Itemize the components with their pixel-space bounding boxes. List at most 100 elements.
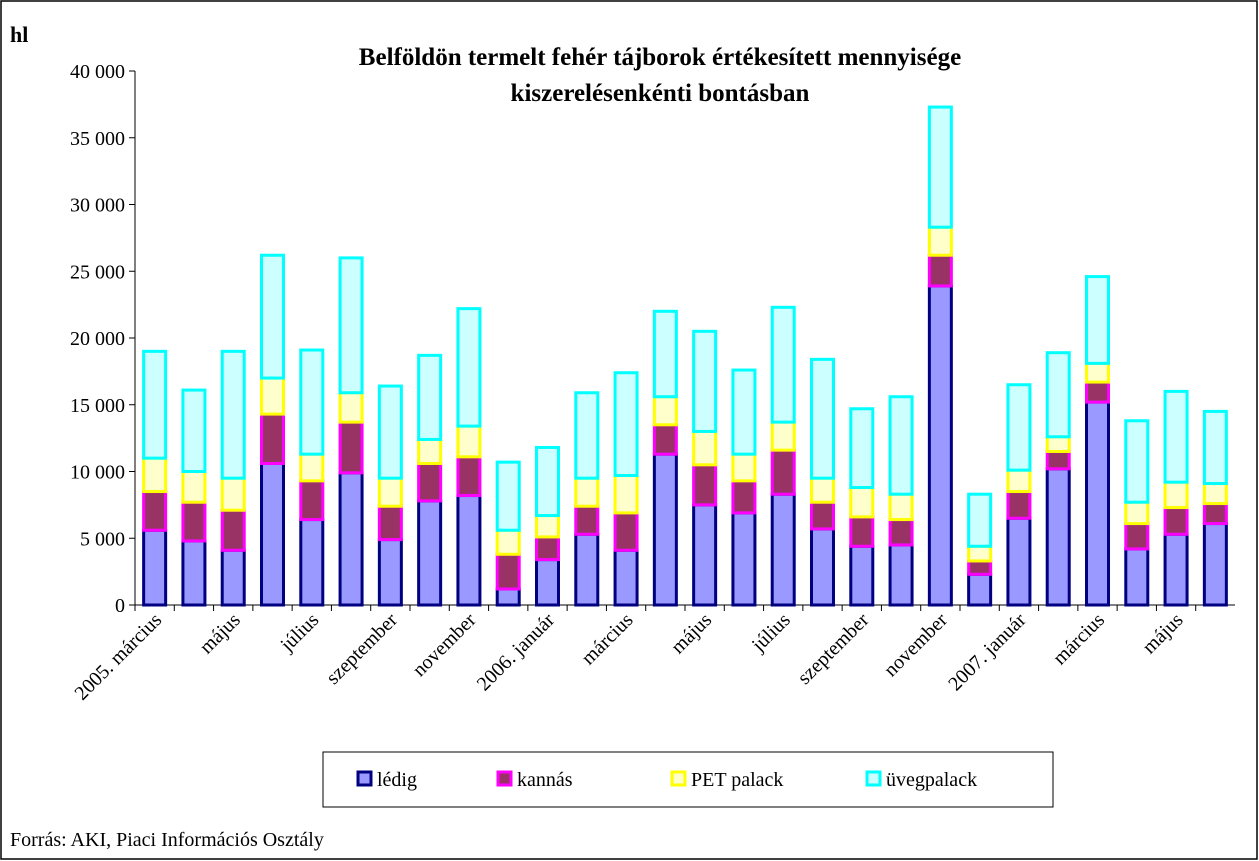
y-tick-label: 20 000 [70,328,125,350]
bar-segment [495,460,521,532]
bar-segment [535,514,560,539]
bar-segment [1045,351,1071,439]
bar-segment [770,305,796,424]
bar-segment [1163,389,1189,484]
bar-segment [495,552,521,591]
bar-segment [495,528,521,556]
legend-label: lédig [377,769,417,791]
bar-segment [770,420,796,452]
bar-segment [849,544,875,607]
bar-segment [338,391,364,424]
bar-segment [535,535,560,562]
bar-segment [181,388,207,473]
bar-segment [1085,275,1110,365]
legend-swatch [670,770,687,787]
bar-segment [888,543,914,607]
bar-segment [495,587,521,607]
y-tick-label: 40 000 [70,61,125,83]
bar-segment [731,368,757,456]
bar-segment [1124,419,1150,504]
legend-label: kannás [517,769,573,791]
bar-segment [417,499,443,607]
source: Forrás: AKI, Piaci Információs Osztály [10,829,324,851]
bar-segment [338,471,364,607]
bar-segment [574,532,600,607]
bar-segment [888,395,914,496]
bar-segment [1202,482,1228,506]
bar-segment [181,470,207,504]
bar-segment [849,515,875,548]
bar-segment [1124,522,1150,551]
bar-segment [888,518,914,547]
bar-segment [1085,361,1110,384]
bar-segment [810,476,835,504]
bar-segment [377,538,403,607]
y-tick-label: 35 000 [70,128,125,150]
legend-swatch [496,770,513,787]
bar-segment [1124,500,1150,526]
bar-segment [731,479,757,515]
bar-segment [456,494,482,607]
bar-segment [967,572,993,607]
bar-segment [613,371,639,478]
bar-segment [220,548,246,607]
bar-segment [1006,490,1032,520]
legend-swatch [865,770,882,787]
bar-segment [1163,480,1189,510]
bar-segment [888,492,914,522]
bar-segment [260,253,285,380]
bar-segment [770,448,796,496]
bar-segment [1124,547,1150,607]
bar-segment [967,544,993,563]
bar-segment [1202,409,1228,486]
bar-segment [1163,506,1189,536]
bar-segment [731,452,757,483]
bar-segment [142,528,168,607]
bar-segment [1006,468,1032,494]
bar-segment [142,349,168,460]
bar-segment [652,309,678,399]
bar-segment [967,559,993,576]
bar-segment [377,384,403,480]
bar-segment [1085,380,1110,404]
bar-segment [1006,383,1032,472]
y-tick-label: 15 000 [70,395,125,417]
bar-segment [338,256,364,395]
legend-label: PET palack [691,769,783,791]
bar-segment [299,479,325,522]
bar-segment [574,504,600,536]
y-tick-label: 0 [115,595,125,617]
bar-segment [1045,467,1071,607]
bar-segment [456,307,482,428]
bar-segment [652,395,678,427]
legend-label: üvegpalack [886,769,977,791]
bar-segment [927,105,953,229]
y-tick-label: 10 000 [70,462,125,484]
bar-segment [260,412,285,465]
bar-segment [260,376,285,416]
bar-segment [260,461,285,607]
bar-segment [456,455,482,498]
bar-segment [574,391,600,480]
bar-segment [220,508,246,552]
bar-segment [142,490,168,532]
bar-segment [810,500,835,531]
bar-segment [731,511,757,607]
bar-segment [652,452,678,607]
bar-segment [613,511,639,552]
bar-segment [181,539,207,607]
bar-segment [417,353,443,441]
bar-segment [692,503,718,607]
bar-segment [810,357,835,480]
bar-segment [1045,435,1071,453]
bar-segment [535,445,560,518]
bar-segment [652,423,678,456]
y-tick-label: 30 000 [70,195,125,217]
bar-segment [220,476,246,512]
y-tick-label: 5 000 [80,528,125,550]
bar-segment [613,474,639,515]
bar-segment [1202,502,1228,526]
bar-segment [770,492,796,607]
